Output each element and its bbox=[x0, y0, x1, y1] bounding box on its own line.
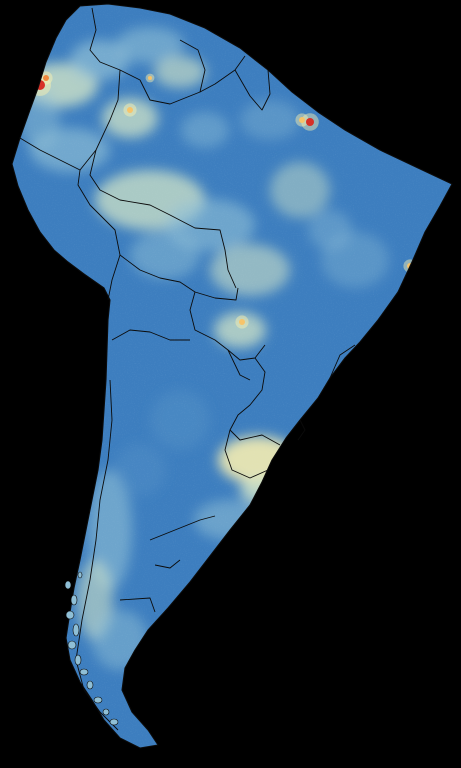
country-border-line bbox=[329, 344, 356, 379]
hotspot-cell bbox=[148, 76, 152, 80]
hotspot-cell bbox=[239, 319, 245, 325]
island-shape bbox=[102, 708, 110, 716]
island-shape bbox=[67, 640, 77, 650]
country-borders bbox=[19, 7, 356, 731]
country-border-line bbox=[89, 7, 206, 105]
island-shape bbox=[64, 580, 72, 590]
country-border-line bbox=[224, 429, 269, 479]
island-shape bbox=[86, 680, 94, 690]
hotspot-cell bbox=[127, 107, 133, 113]
island-shape bbox=[77, 571, 83, 579]
island-shape bbox=[70, 594, 78, 606]
country-border-line bbox=[154, 559, 181, 569]
country-border-line bbox=[75, 379, 119, 731]
continent-outline bbox=[11, 3, 453, 749]
island-shape bbox=[109, 718, 119, 726]
hotspot-cell bbox=[306, 118, 314, 126]
country-border-line bbox=[227, 349, 251, 381]
island-shape bbox=[93, 696, 103, 704]
country-border-line bbox=[119, 254, 196, 293]
hotspot-cell bbox=[43, 75, 49, 81]
country-border-line bbox=[149, 515, 216, 541]
hotspot-layer bbox=[29, 71, 417, 497]
country-border-line bbox=[229, 357, 281, 446]
country-border-line bbox=[111, 329, 190, 341]
country-border-line bbox=[119, 597, 156, 613]
country-border-line bbox=[19, 69, 121, 171]
island-shape bbox=[65, 610, 75, 620]
chile-islands bbox=[64, 571, 119, 726]
hotspot-cell bbox=[299, 117, 305, 123]
country-border-line bbox=[77, 169, 121, 301]
country-border-line bbox=[189, 291, 266, 361]
country-border-line bbox=[199, 55, 246, 93]
country-border-line bbox=[89, 149, 237, 289]
country-border-line bbox=[234, 69, 271, 111]
country-border-line bbox=[297, 419, 306, 441]
island-shape bbox=[72, 623, 80, 637]
island-shape bbox=[74, 654, 82, 666]
country-border-line bbox=[194, 287, 239, 301]
island-shape bbox=[79, 668, 89, 676]
